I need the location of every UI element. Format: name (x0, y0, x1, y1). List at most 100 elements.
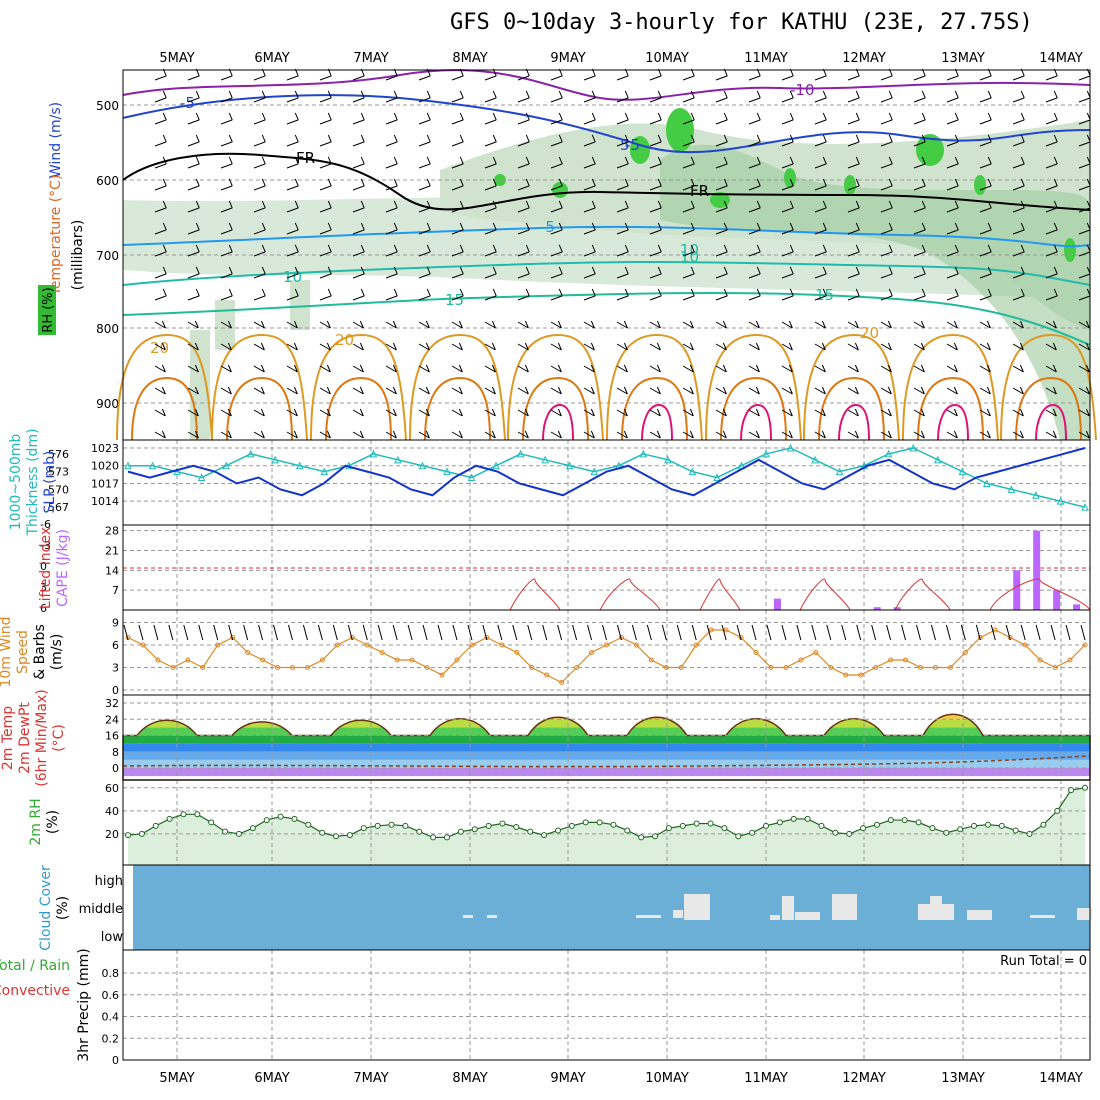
wind-barb (682, 134, 695, 147)
wind-barb (781, 156, 794, 169)
wind-barb (286, 342, 298, 351)
date-label-bottom: 13MAY (941, 1071, 985, 1086)
wind-barb (847, 200, 860, 213)
precip-axis-label: 3hr Precip (mm) (76, 948, 92, 1061)
panel4-axis-label: (m/s) (49, 634, 65, 671)
wind-marker (903, 657, 909, 663)
wind-barb (1045, 266, 1058, 279)
wind-barb (583, 266, 596, 279)
contour-label: -10 (790, 81, 815, 99)
wind-barb (385, 320, 397, 329)
wind-barb (187, 178, 200, 191)
wind-barb (913, 134, 926, 147)
wind-barb (682, 156, 695, 169)
wind-barb (781, 244, 794, 257)
wind-barb (220, 430, 232, 439)
wind-barb (550, 134, 563, 147)
axis-wind: Wind (m/s) (48, 102, 64, 178)
wind-barb (616, 178, 629, 191)
wind-barb (253, 156, 266, 169)
thickness-marker (983, 479, 991, 487)
rh-marker (346, 832, 353, 839)
wind-barb (1012, 222, 1025, 235)
rh-marker (499, 820, 506, 827)
rh-dark-band (660, 144, 1090, 440)
temp-band (123, 743, 1090, 752)
wind-barb (583, 364, 595, 373)
wind-barb (484, 156, 497, 169)
wind-barb (352, 408, 364, 417)
wind-barb (979, 364, 991, 373)
temp-outline (122, 713, 1091, 781)
wind-barb (517, 342, 529, 351)
wind-barb (1078, 430, 1090, 439)
wind-barb (550, 364, 562, 373)
temp-band (123, 727, 1090, 736)
wind-barb (517, 90, 530, 103)
axis-temperature: Temperature (°C) (48, 175, 64, 297)
wind-barb (187, 156, 200, 169)
rh-blob (974, 175, 986, 195)
rh-marker (873, 821, 880, 828)
wind-barb (484, 288, 497, 301)
wind-barb (649, 320, 661, 329)
wind-barb (682, 364, 694, 373)
rh-marker (804, 815, 811, 822)
thick-tick: 573 (48, 466, 69, 479)
date-label-top: 14MAY (1039, 51, 1083, 66)
panel8-frame (122, 949, 1091, 1061)
wind-barb (286, 156, 299, 169)
wind-barb (550, 178, 563, 191)
rh-marker (291, 815, 298, 822)
date-label-top: 9MAY (550, 51, 585, 66)
wind-barb (187, 386, 199, 395)
wind-barb (187, 134, 200, 147)
wind-barb (649, 178, 662, 191)
rh-marker (1026, 830, 1033, 837)
wind-barb (1045, 134, 1058, 147)
wind-barb (286, 364, 298, 373)
wind-barb (913, 408, 925, 417)
wind-barb (682, 386, 694, 395)
wind-barb (187, 244, 200, 257)
rh-marker (444, 834, 450, 841)
wind-barb (880, 364, 892, 373)
wind-marker (1052, 665, 1058, 670)
wind-barb (1012, 364, 1024, 373)
wind-barb (847, 386, 859, 395)
wind-barb (880, 178, 893, 191)
wind-barb (682, 112, 695, 125)
rh-marker (416, 828, 423, 835)
wind-barb (451, 342, 463, 351)
freezing-level (122, 152, 1091, 211)
wind-barb (451, 200, 464, 213)
wind-barb (1045, 90, 1058, 103)
wind-barb (352, 200, 365, 213)
wind-barb (880, 90, 893, 103)
wind-barb (517, 244, 530, 257)
wind-barb (352, 364, 364, 373)
run-total-label: Run Total = 0 (1000, 954, 1087, 969)
wind-barb (748, 244, 761, 257)
wind-barb (583, 320, 595, 329)
wind-barb (736, 624, 742, 641)
rh-marker (929, 825, 936, 832)
rh-marker (679, 822, 686, 829)
thickness-marker (124, 461, 132, 470)
wind-barb (385, 112, 398, 125)
wind-barb (748, 112, 761, 125)
rh-area (128, 787, 1085, 865)
wind-barb (286, 90, 299, 103)
wind-barb (781, 90, 794, 103)
wind-marker (604, 642, 609, 648)
wind-barb (1012, 178, 1025, 191)
wind-marker (1037, 657, 1043, 663)
wind-barb (748, 364, 760, 373)
wind-barb (253, 222, 266, 235)
rh-marker (402, 822, 409, 829)
wind-barb (517, 156, 530, 169)
rh-marker (513, 824, 520, 830)
wind-marker (888, 657, 894, 663)
wind-barb (352, 178, 365, 191)
temp-contour-20 (507, 333, 604, 441)
